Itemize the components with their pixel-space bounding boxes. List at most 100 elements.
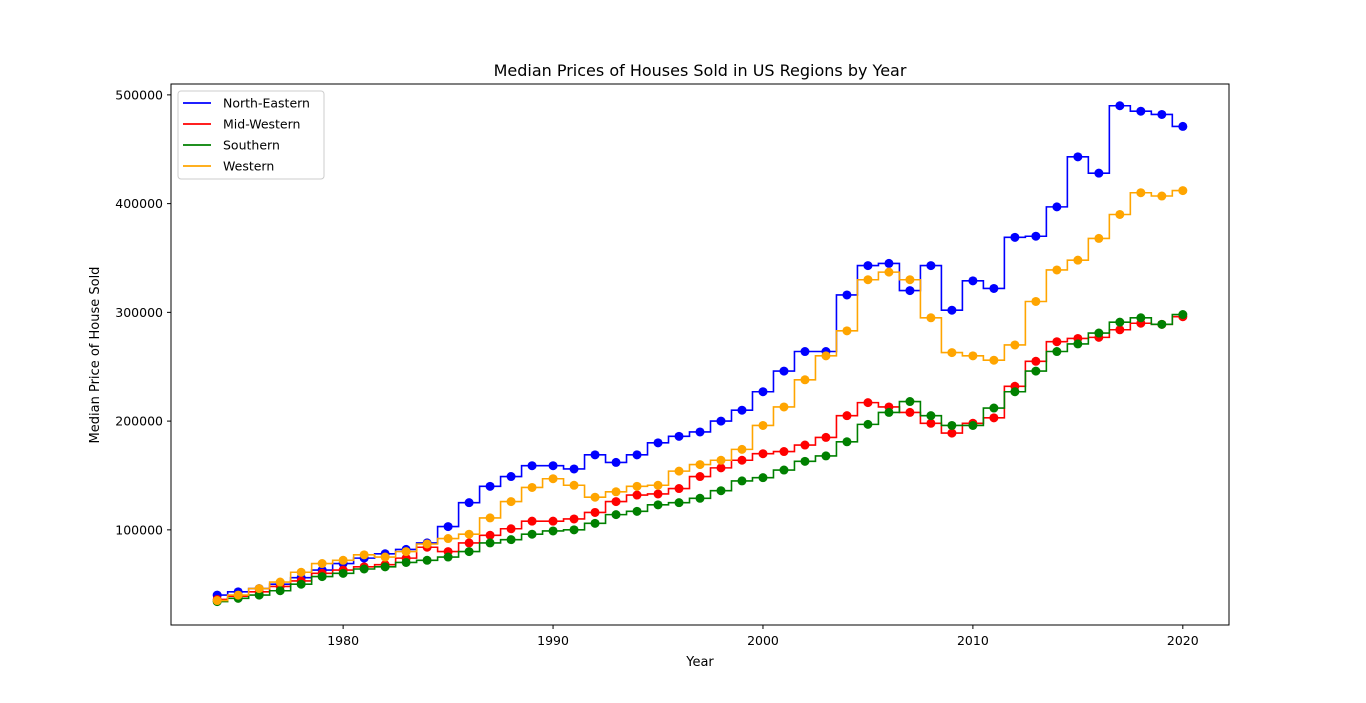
data-point (884, 258, 894, 268)
data-point (527, 516, 537, 526)
data-point (569, 525, 579, 535)
data-point (1136, 313, 1146, 323)
data-point (1073, 152, 1083, 162)
x-tick-label: 2000 (747, 633, 779, 648)
data-point (779, 366, 789, 376)
data-point (401, 547, 411, 557)
data-point (905, 407, 915, 417)
y-tick-label: 500000 (115, 87, 163, 102)
data-point (464, 529, 474, 539)
data-point (989, 403, 999, 413)
data-point (989, 355, 999, 365)
data-point (695, 493, 705, 503)
data-point (1115, 101, 1125, 111)
data-point (527, 529, 537, 539)
x-tick-label: 2010 (957, 633, 989, 648)
data-point (653, 500, 663, 510)
data-point (758, 420, 768, 430)
data-point (947, 420, 957, 430)
data-point (674, 498, 684, 508)
data-point (884, 267, 894, 277)
data-point (632, 506, 642, 516)
data-point (968, 276, 978, 286)
data-point (842, 290, 852, 300)
data-point (506, 497, 516, 507)
data-point (1178, 186, 1188, 196)
data-point (716, 455, 726, 465)
x-tick-label: 1990 (537, 633, 569, 648)
data-point (1052, 265, 1062, 275)
data-point (905, 397, 915, 407)
data-point (506, 535, 516, 545)
data-point (317, 559, 327, 569)
data-point (611, 457, 621, 467)
data-point (842, 411, 852, 421)
data-point (968, 420, 978, 430)
data-point (1031, 366, 1041, 376)
data-point (1094, 328, 1104, 338)
data-point (800, 347, 810, 357)
data-point (968, 351, 978, 361)
data-point (800, 440, 810, 450)
data-point (422, 555, 432, 565)
data-point (653, 489, 663, 499)
data-point (674, 466, 684, 476)
data-point (947, 348, 957, 358)
data-point (485, 530, 495, 540)
data-point (296, 567, 306, 577)
x-axis-label: Year (685, 655, 714, 670)
data-point (485, 538, 495, 548)
data-point (653, 480, 663, 490)
data-point (1031, 296, 1041, 306)
data-point (926, 411, 936, 421)
data-point (611, 510, 621, 520)
data-point (821, 351, 831, 361)
data-point (338, 555, 348, 565)
data-point (863, 419, 873, 429)
data-point (989, 413, 999, 423)
data-point (611, 487, 621, 497)
data-point (443, 522, 453, 532)
data-point (443, 534, 453, 544)
data-point (1073, 339, 1083, 349)
plot-frame (170, 83, 1230, 626)
data-point (1136, 188, 1146, 198)
data-point (695, 427, 705, 437)
data-point (695, 472, 705, 482)
data-point (674, 484, 684, 494)
data-point (1010, 387, 1020, 397)
data-point (422, 539, 432, 549)
data-point (674, 431, 684, 441)
data-point (758, 473, 768, 483)
data-point (821, 451, 831, 461)
data-point (905, 275, 915, 285)
data-point (527, 482, 537, 492)
data-point (548, 461, 558, 471)
data-point (1052, 202, 1062, 212)
data-point (590, 492, 600, 502)
data-point (716, 463, 726, 473)
data-point (1157, 191, 1167, 201)
data-point (275, 577, 285, 587)
x-tick-label: 2020 (1167, 633, 1199, 648)
data-point (1094, 168, 1104, 178)
data-point (1115, 317, 1125, 327)
data-point (254, 584, 264, 594)
legend-entry: Mid-Western (223, 117, 300, 132)
y-tick-label: 100000 (115, 522, 163, 537)
legend-box (177, 90, 325, 180)
y-tick-label: 300000 (115, 305, 163, 320)
data-point (1178, 121, 1188, 131)
data-point (779, 402, 789, 412)
data-point (359, 550, 369, 560)
y-tick-label: 200000 (115, 414, 163, 429)
data-point (947, 428, 957, 438)
data-point (590, 507, 600, 517)
data-point (380, 562, 390, 572)
data-point (779, 465, 789, 475)
data-point (338, 568, 348, 578)
series-2 (212, 310, 1188, 607)
legend-entry: North-Eastern (223, 96, 310, 111)
data-point (737, 444, 747, 454)
